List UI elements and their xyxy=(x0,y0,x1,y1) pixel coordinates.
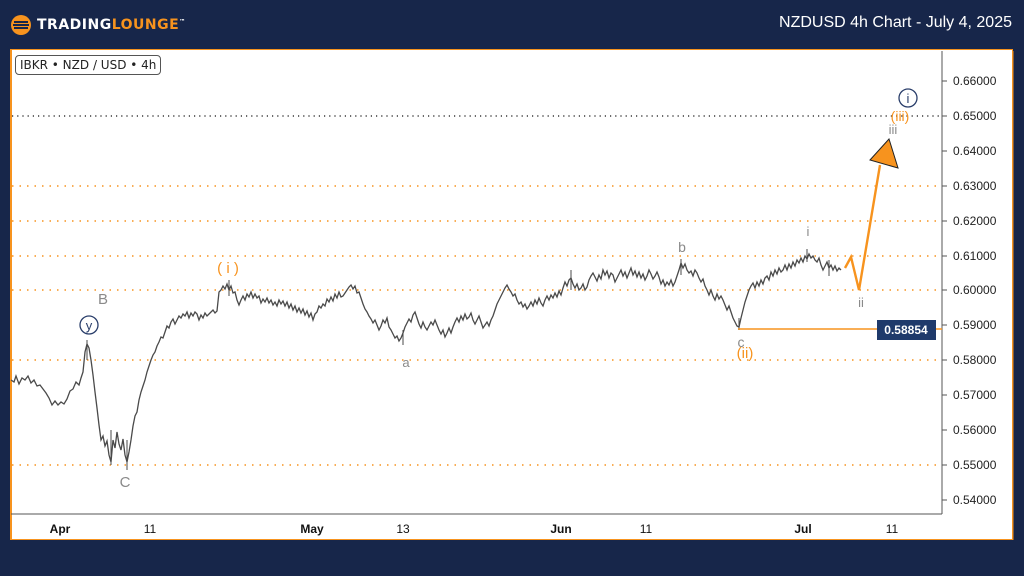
price-wicks xyxy=(86,249,830,470)
source-badge: IBKR • NZD / USD • 4h xyxy=(15,55,162,75)
y-tick-label: 0.54000 xyxy=(953,493,997,507)
x-axis-labels: Apr 11 May 13 Jun 11 Jul 11 xyxy=(50,522,899,536)
logo-trademark: ™ xyxy=(179,18,186,26)
wave-label-i-grey: i xyxy=(807,224,810,239)
y-tick-label: 0.57000 xyxy=(953,388,997,402)
wave-label-c: c xyxy=(738,334,745,350)
chart-title: NZDUSD 4h Chart - July 4, 2025 xyxy=(779,14,1012,31)
price-tag: 0.58854 xyxy=(884,323,928,337)
y-tick-label: 0.63000 xyxy=(953,179,997,193)
wave-circle-y-icon xyxy=(79,315,99,335)
wave-label-iii-grey: iii xyxy=(889,122,898,137)
logo-icon xyxy=(11,15,31,35)
x-tick-label: 11 xyxy=(640,522,653,536)
wave-label-B: B xyxy=(98,291,108,308)
logo-text: TRADINGLOUNGE™ xyxy=(37,17,186,33)
projection-arrow-icon xyxy=(869,138,899,169)
y-tick-label: 0.64000 xyxy=(953,144,997,158)
x-tick-label: May xyxy=(300,522,324,536)
wave-label-iii-orange: (iii) xyxy=(891,108,910,124)
y-axis-labels: 0.66000 0.65000 0.64000 0.63000 0.62000 … xyxy=(953,74,997,507)
y-tick-label: 0.58000 xyxy=(953,353,997,367)
x-tick-label: 11 xyxy=(144,522,157,536)
x-tick-label: 11 xyxy=(886,522,899,536)
x-tick-label: Jun xyxy=(550,522,571,536)
wave-circle-i-icon xyxy=(898,88,918,108)
x-tick-label: Apr xyxy=(50,522,71,536)
y-tick-label: 0.65000 xyxy=(953,109,997,123)
y-tick-marks xyxy=(942,80,947,501)
tradinglounge-logo: TRADINGLOUNGE™ xyxy=(10,14,186,36)
wave-label-b: b xyxy=(678,239,686,255)
wave-label-i-orange: ( i ) xyxy=(217,260,239,277)
gridlines xyxy=(12,185,940,466)
y-tick-label: 0.66000 xyxy=(953,74,997,88)
wave-label-a: a xyxy=(402,355,410,370)
y-tick-label: 0.60000 xyxy=(953,283,997,297)
x-tick-label: 13 xyxy=(396,522,410,536)
y-tick-label: 0.61000 xyxy=(953,249,997,263)
price-series xyxy=(10,252,842,463)
wave-label-ii-grey: ii xyxy=(858,295,864,310)
logo-text-lounge: LOUNGE xyxy=(111,17,180,33)
right-strip xyxy=(1014,50,1024,540)
y-tick-label: 0.59000 xyxy=(953,318,997,332)
x-tick-label: Jul xyxy=(794,522,811,536)
wave-label-ii-orange: (ii) xyxy=(737,345,754,362)
chart-frame xyxy=(10,49,1013,540)
logo-text-trading: TRADING xyxy=(37,17,112,33)
y-tick-label: 0.55000 xyxy=(953,458,997,472)
y-tick-label: 0.62000 xyxy=(953,214,997,228)
wave-label-i-circled: i xyxy=(907,91,910,106)
projection-path xyxy=(843,164,882,291)
y-tick-label: 0.56000 xyxy=(953,423,997,437)
price-tag-bg xyxy=(877,320,936,340)
header: TRADINGLOUNGE™ NZDUSD 4h Chart - July 4,… xyxy=(0,0,1024,50)
wave-label-C: C xyxy=(120,474,131,491)
wave-label-y: y xyxy=(86,318,93,333)
